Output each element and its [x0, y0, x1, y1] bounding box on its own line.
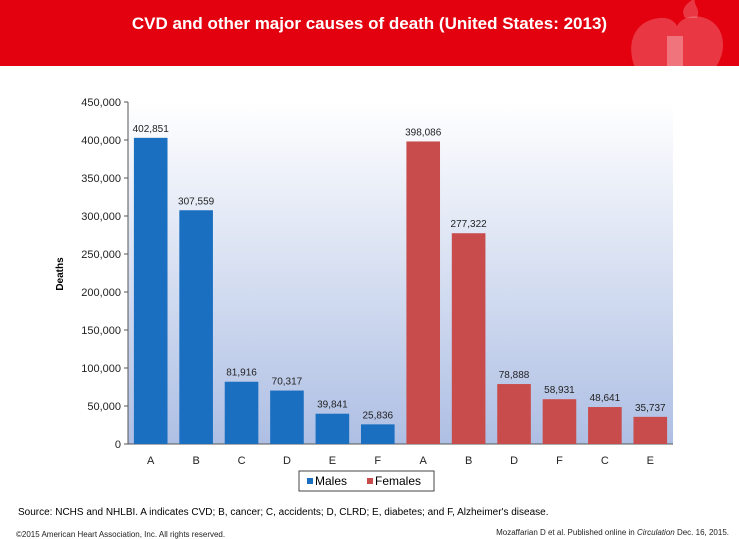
y-tick-label: 450,000 — [81, 97, 121, 109]
x-tick-label: D — [510, 455, 518, 467]
bar-females-a — [406, 141, 441, 444]
bar-value-label: 25,836 — [362, 410, 393, 421]
legend-box — [298, 470, 435, 492]
x-tick-label: C — [238, 455, 246, 467]
bar-value-label: 81,916 — [226, 368, 257, 379]
legend-swatch-females — [367, 478, 373, 484]
citation-note: Mozaffarian D et al. Published online in… — [496, 528, 729, 537]
bar-value-label: 78,888 — [499, 370, 530, 381]
bar-males-a — [133, 137, 168, 444]
bar-value-label: 39,841 — [317, 400, 348, 411]
header-banner: CVD and other major causes of death (Uni… — [0, 0, 739, 66]
y-tick-label: 0 — [115, 439, 121, 451]
x-tick-label: F — [374, 455, 381, 467]
x-tick-label: E — [647, 455, 654, 467]
bar-males-c — [224, 381, 259, 444]
slide-title: CVD and other major causes of death (Uni… — [131, 14, 608, 33]
citation-prefix: Mozaffarian D et al. Published online in — [496, 528, 637, 537]
x-tick-label: D — [283, 455, 291, 467]
legend: Males Females — [298, 470, 435, 492]
bar-females-f — [542, 399, 577, 444]
bar-males-b — [179, 210, 213, 444]
legend-label-females: Females — [375, 474, 421, 488]
citation-suffix: Dec. 16, 2015. — [674, 528, 729, 537]
bar-males-f — [360, 424, 395, 444]
bar-males-d — [270, 390, 304, 444]
y-tick-label: 250,000 — [81, 249, 121, 261]
x-tick-label: A — [147, 455, 155, 467]
bar-value-label: 48,641 — [590, 393, 621, 404]
y-tick-label: 350,000 — [81, 173, 121, 185]
y-tick-label: 200,000 — [81, 287, 121, 299]
source-note: Source: NCHS and NHLBI. A indicates CVD;… — [18, 507, 549, 518]
legend-label-males: Males — [315, 474, 347, 488]
x-tick-label: F — [556, 455, 563, 467]
y-tick-label: 300,000 — [81, 211, 121, 223]
x-tick-label: A — [420, 455, 428, 467]
x-tick-label: B — [465, 455, 472, 467]
bar-value-label: 307,559 — [178, 196, 215, 207]
bar-females-b — [451, 233, 486, 444]
bar-value-label: 402,851 — [133, 124, 170, 135]
bar-males-e — [315, 413, 350, 444]
x-tick-label: B — [192, 455, 199, 467]
y-axis-title: Deaths — [55, 257, 66, 291]
bar-value-label: 70,317 — [272, 377, 303, 388]
x-tick-label: E — [329, 455, 336, 467]
bar-value-label: 58,931 — [544, 385, 575, 396]
x-tick-label: C — [601, 455, 609, 467]
y-tick-label: 400,000 — [81, 135, 121, 147]
y-tick-label: 50,000 — [87, 401, 121, 413]
deaths-bar-chart: 0 50,000 100,000 150,000 200,000 250,000 300,0… — [55, 97, 673, 492]
plot-area — [128, 102, 673, 444]
bar-females-c — [588, 407, 622, 444]
bar-females-e — [633, 416, 668, 444]
bar-value-label: 35,737 — [635, 403, 666, 414]
legend-swatch-males — [307, 478, 313, 484]
y-tick-label: 100,000 — [81, 363, 121, 375]
heart-torch-logo-icon — [631, 0, 724, 66]
bar-value-label: 277,322 — [451, 219, 488, 230]
bar-females-d — [497, 384, 531, 444]
citation-journal: Circulation — [636, 528, 675, 537]
bar-value-label: 398,086 — [405, 127, 442, 138]
copyright-note: ©2015 American Heart Association, Inc. A… — [16, 530, 226, 539]
y-tick-label: 150,000 — [81, 325, 121, 337]
